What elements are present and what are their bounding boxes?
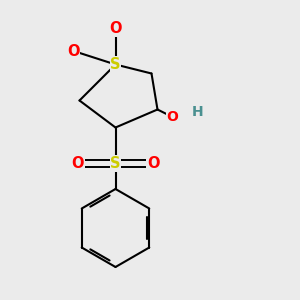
Text: S: S [110, 156, 121, 171]
Text: O: O [72, 156, 84, 171]
Text: O: O [67, 44, 80, 59]
Text: O: O [147, 156, 159, 171]
Text: O: O [109, 21, 122, 36]
Text: H: H [192, 106, 204, 119]
Text: S: S [110, 57, 121, 72]
Text: O: O [167, 110, 178, 124]
